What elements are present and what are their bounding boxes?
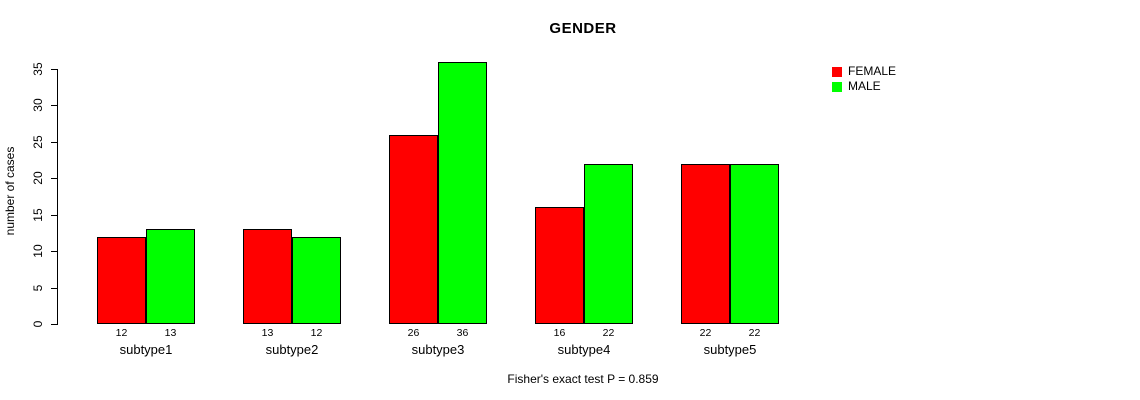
category-label-subtype2: subtype2 <box>265 342 319 357</box>
y-tick-label: 5 <box>31 284 45 291</box>
bar-value-label: 12 <box>115 327 128 339</box>
y-tick <box>51 105 58 107</box>
bar-female-subtype2 <box>243 229 292 324</box>
bar-value-label: 12 <box>310 327 323 339</box>
chart-title: GENDER <box>549 20 617 37</box>
y-tick-label: 25 <box>31 135 45 149</box>
category-label-subtype1: subtype1 <box>119 342 173 357</box>
y-tick-label: 0 <box>31 320 45 328</box>
legend: FEMALE MALE <box>832 64 896 94</box>
bar-value-label: 16 <box>553 327 566 339</box>
bar-male-subtype2 <box>292 236 341 324</box>
y-tick-label: 20 <box>31 171 45 185</box>
bar-value-label: 22 <box>699 327 712 339</box>
bar-male-subtype3 <box>438 61 487 324</box>
bar-value-label: 36 <box>456 327 469 339</box>
legend-swatch-male <box>832 81 842 92</box>
category-label-subtype5: subtype5 <box>703 342 757 357</box>
bar-value-label: 22 <box>748 327 761 339</box>
y-tick <box>51 324 58 325</box>
y-tick-label: 35 <box>31 62 45 76</box>
bar-female-subtype1 <box>97 236 146 324</box>
bar-value-label: 26 <box>407 327 420 339</box>
legend-label: MALE <box>848 79 881 93</box>
bar-value-label: 22 <box>602 327 615 339</box>
bar-value-label: 13 <box>261 327 274 339</box>
legend-item-female: FEMALE <box>832 64 896 79</box>
y-tick <box>51 69 58 70</box>
y-tick <box>51 251 58 253</box>
legend-item-male: MALE <box>832 79 896 94</box>
y-tick <box>51 141 58 143</box>
y-tick-label: 15 <box>31 208 45 222</box>
legend-swatch-female <box>832 66 842 77</box>
bar-female-subtype4 <box>535 207 584 324</box>
bar-male-subtype4 <box>584 163 633 324</box>
y-tick <box>51 287 58 289</box>
y-tick-label: 30 <box>31 98 45 113</box>
y-tick <box>51 178 58 180</box>
bar-male-subtype5 <box>730 163 779 324</box>
y-axis-label: number of cases <box>3 146 17 236</box>
category-label-subtype4: subtype4 <box>557 342 611 357</box>
legend-label: FEMALE <box>848 64 897 78</box>
y-tick <box>51 214 58 216</box>
bar-male-subtype1 <box>146 229 195 324</box>
bar-value-label: 13 <box>164 327 177 339</box>
stats-caption: Fisher's exact test P = 0.859 <box>507 372 659 386</box>
y-tick-label: 10 <box>31 244 45 258</box>
bar-female-subtype5 <box>681 163 730 324</box>
bar-female-subtype3 <box>389 134 438 324</box>
y-axis-line <box>57 69 58 325</box>
category-label-subtype3: subtype3 <box>411 342 465 357</box>
